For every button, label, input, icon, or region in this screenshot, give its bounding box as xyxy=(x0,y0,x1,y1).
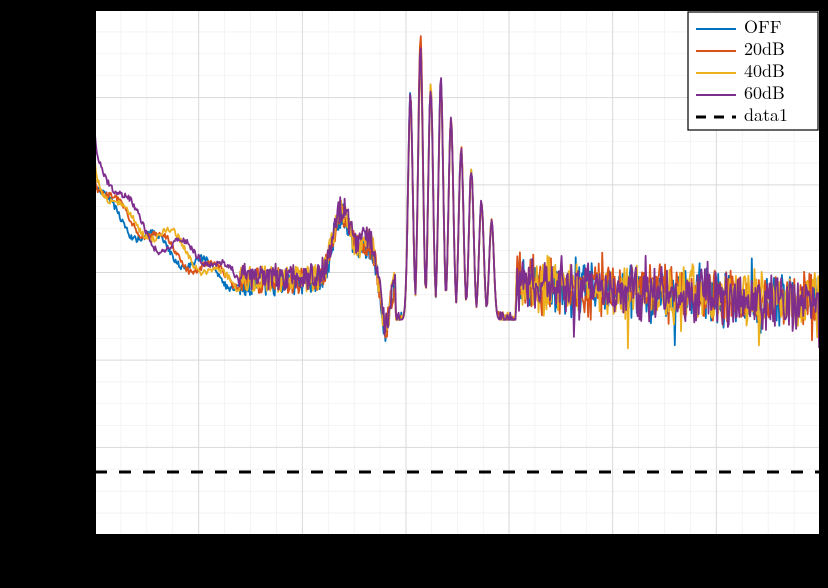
legend-label-data1: data1 xyxy=(744,102,788,127)
legend: OFF20dB40dB60dBdata1 xyxy=(688,12,818,130)
spectrum-chart: OFF20dB40dB60dBdata1 xyxy=(0,0,828,588)
